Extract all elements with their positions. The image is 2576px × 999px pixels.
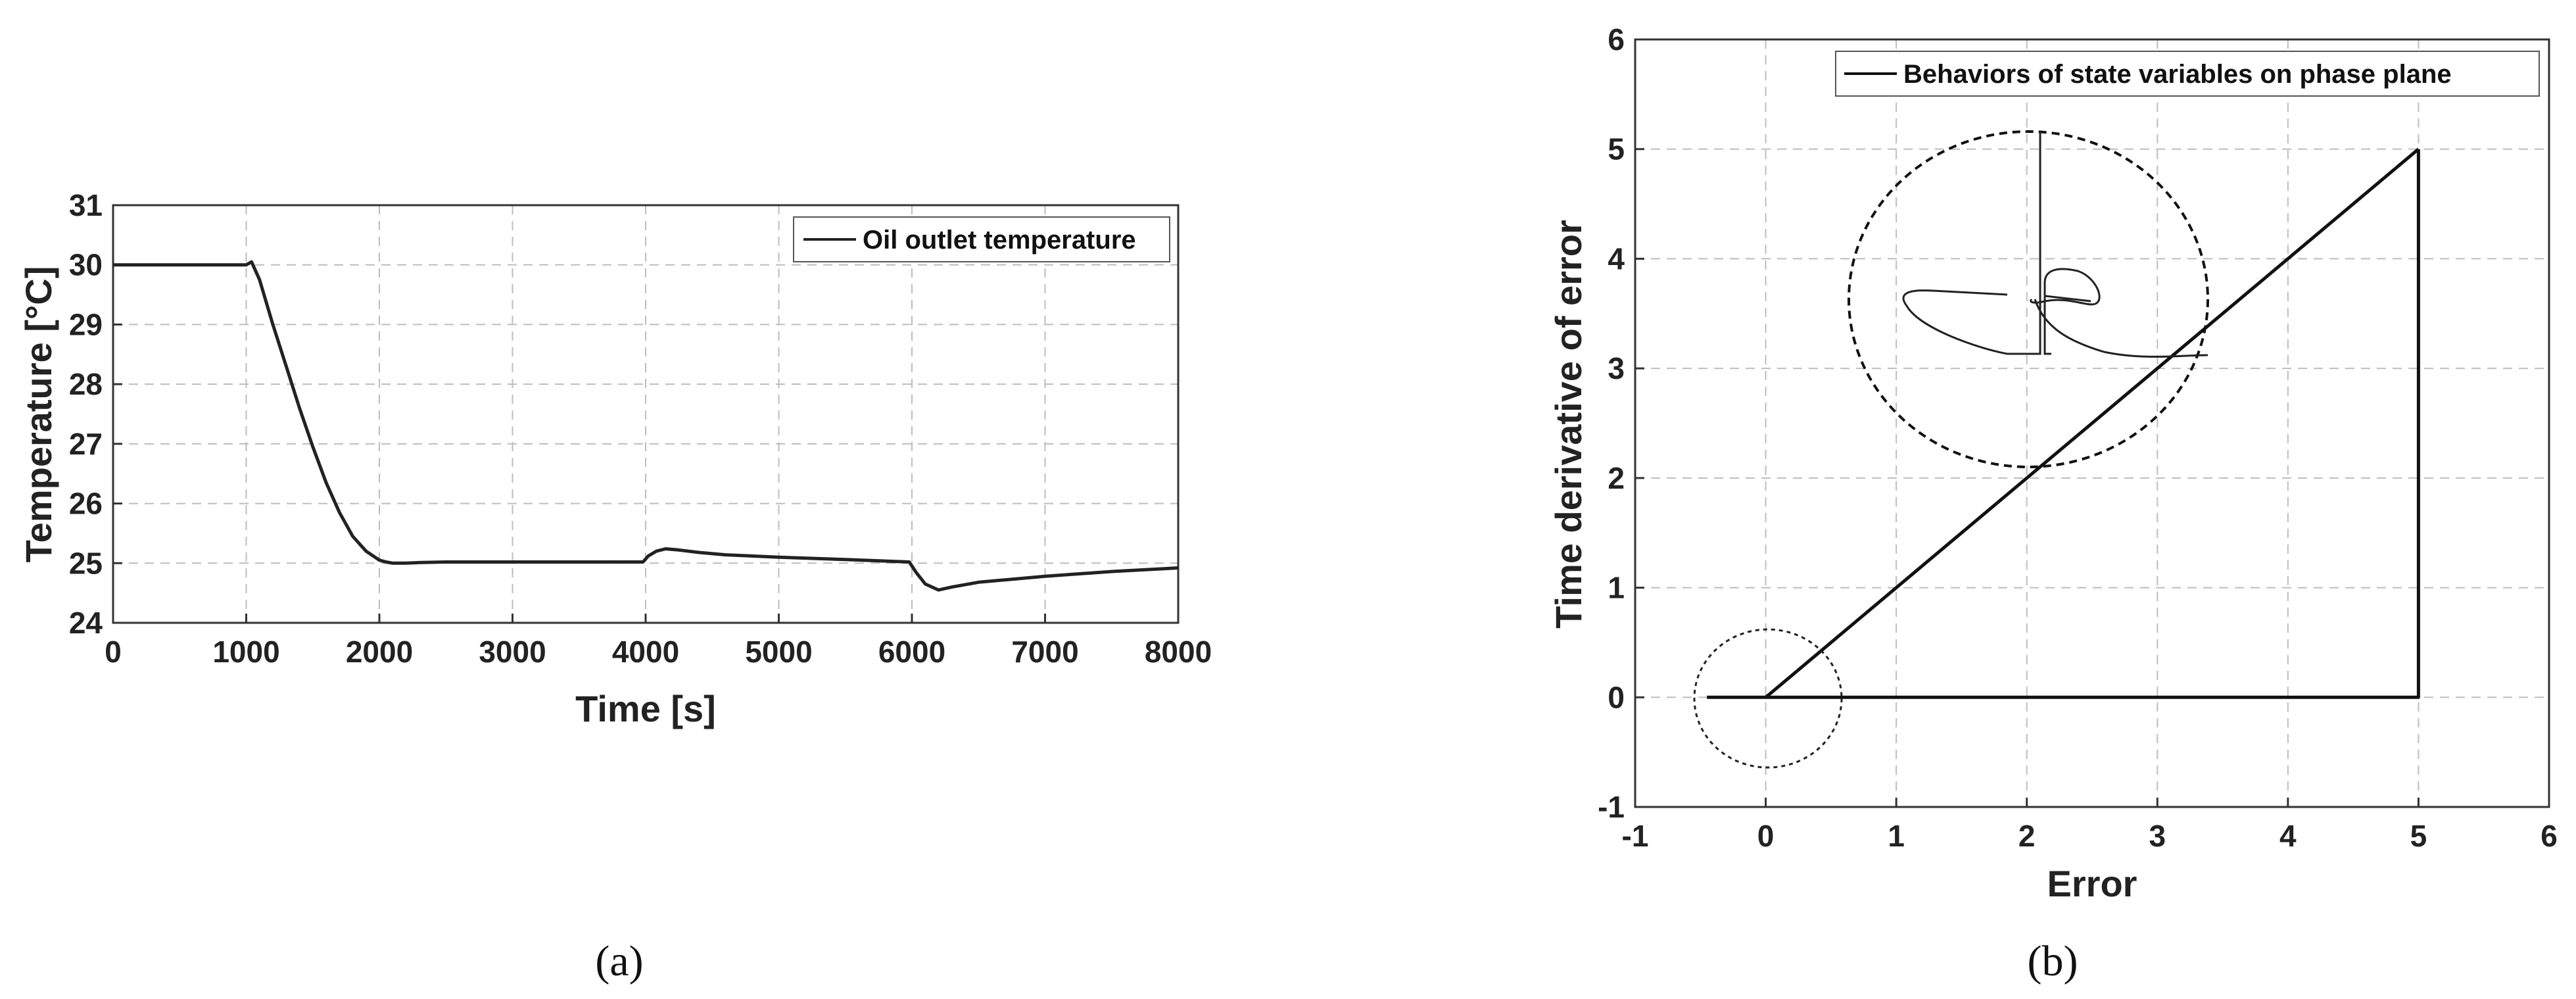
zoom-circle-large (1848, 130, 2209, 468)
chart-a-xlabel: Time [s] (575, 688, 716, 729)
b-ytick-label: 1 (1608, 571, 1625, 605)
b-xtick-label: 1 (1888, 819, 1905, 853)
zoom-trajectory (1902, 132, 2208, 358)
a-xtick-label: 4000 (612, 635, 679, 669)
chart-a-legend-box (793, 216, 1170, 262)
a-xtick-label: 7000 (1011, 635, 1078, 669)
b-series-line-0 (1707, 149, 2420, 699)
chart-b: -1 0 1 2 3 4 5 6 -1 0 1 2 3 4 5 6 Error Time derivative… (1548, 22, 2558, 985)
b-ytick-label: -1 (1598, 790, 1625, 824)
chart-a-legend: Oil outlet temperature (793, 216, 1170, 262)
b-ytick-label: 5 (1608, 132, 1625, 166)
chart-b-xlabel: Error (2047, 863, 2137, 904)
a-ytick-label: 31 (69, 188, 103, 222)
chart-b-legend: Behaviors of state variables on phase pl… (1835, 51, 2540, 97)
a-xtick-label: 2000 (346, 635, 413, 669)
a-series-line-0 (113, 260, 1179, 592)
chart-b-plot-frame (1634, 38, 2550, 808)
chart-a-caption: (a) (595, 937, 643, 985)
a-xtick-label: 3000 (479, 635, 546, 669)
chart-b-series (1707, 147, 2420, 699)
b-xtick-label: 0 (1757, 819, 1775, 853)
b-ytick-label: 6 (1608, 22, 1625, 57)
chart-b-caption: (b) (2028, 937, 2078, 985)
b-ytick-label: 0 (1608, 680, 1625, 714)
a-xtick-label: 0 (105, 635, 122, 669)
b-xtick-label: -1 (1622, 819, 1649, 853)
b-xtick-label: 6 (2540, 819, 2558, 853)
chart-a-legend-label: Oil outlet temperature (863, 226, 1136, 255)
b-ytick-label: 3 (1608, 351, 1625, 385)
a-xtick-label: 8000 (1145, 635, 1212, 669)
chart-a-ticks: 0 1000 2000 3000 4000 5000 6000 7000 8000 24 25 26 2… (69, 188, 1212, 669)
b-xtick-label: 4 (2279, 819, 2297, 853)
a-ytick-label: 28 (69, 367, 103, 401)
chart-a-ylabel: Temperature [°C] (18, 266, 59, 563)
b-ytick-label: 2 (1608, 461, 1625, 495)
chart-b-ylabel: Time derivative of error (1548, 220, 1589, 628)
b-xtick-label: 5 (2410, 819, 2427, 853)
chart-b-legend-label: Behaviors of state variables on phase pl… (1903, 60, 2452, 89)
chart-a-series (113, 260, 1179, 592)
a-xtick-label: 1000 (212, 635, 279, 669)
a-ytick-label: 29 (69, 307, 103, 341)
zoom-circle-small (1693, 628, 1843, 769)
a-ytick-label: 25 (69, 546, 103, 580)
b-ytick-label: 4 (1608, 241, 1625, 276)
a-ytick-label: 27 (69, 427, 103, 461)
b-series-line-1 (1764, 147, 2420, 699)
a-xtick-label: 5000 (745, 635, 812, 669)
a-ytick-label: 26 (69, 487, 103, 521)
a-ytick-label: 30 (69, 248, 103, 282)
zoom-inset (1848, 130, 2209, 468)
chart-a: 0 1000 2000 3000 4000 5000 6000 7000 8000 24 25 26 2… (18, 188, 1212, 985)
chart-b-legend-box (1835, 51, 2540, 97)
a-ytick-label: 24 (69, 606, 103, 640)
b-xtick-label: 2 (2018, 819, 2036, 853)
a-xtick-label: 6000 (878, 635, 945, 669)
b-xtick-label: 3 (2149, 819, 2166, 853)
chart-b-ticks: -1 0 1 2 3 4 5 6 -1 0 1 2 3 4 5 6 (1598, 22, 2558, 853)
